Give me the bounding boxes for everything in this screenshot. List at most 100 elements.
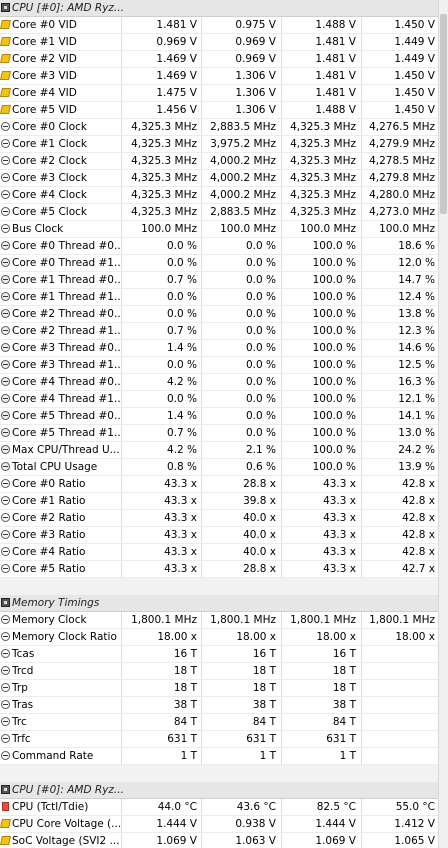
current-value: 43.3 x: [164, 563, 197, 575]
sensor-row[interactable]: Core #5 Ratio 43.3 x 28.8 x 43.3 x 42.7 x: [0, 561, 438, 578]
column-divider: [121, 306, 122, 322]
maximum-value: 43.3 x: [323, 529, 356, 541]
sensor-row[interactable]: Core #1 Thread #1... 0.0 % 0.0 % 100.0 % 12.…: [0, 289, 438, 306]
gauge-icon: [1, 275, 10, 284]
sensor-row[interactable]: Trp 18 T 18 T 18 T: [0, 680, 438, 697]
column-divider: [281, 68, 282, 84]
sensor-row[interactable]: Bus Clock 100.0 MHz 100.0 MHz 100.0 MHz 100.…: [0, 221, 438, 238]
sensor-row[interactable]: Core #4 Thread #1... 0.0 % 0.0 % 100.0 % 12.…: [0, 391, 438, 408]
current-value: 100.0 MHz: [141, 223, 197, 235]
minimum-value: 40.0 x: [243, 529, 276, 541]
sensor-row[interactable]: Trfc 631 T 631 T 631 T: [0, 731, 438, 748]
column-divider: [361, 629, 362, 645]
clock-icon: [1, 700, 10, 709]
sensor-row[interactable]: Core #3 Ratio 43.3 x 40.0 x 43.3 x 42.8 x: [0, 527, 438, 544]
current-value: 4,325.3 MHz: [131, 138, 197, 150]
sensor-row[interactable]: Core #4 Thread #0... 4.2 % 0.0 % 100.0 % 16.…: [0, 374, 438, 391]
column-divider: [281, 255, 282, 271]
sensor-name: Core #1 VID: [12, 36, 77, 48]
sensor-row[interactable]: Core #1 Ratio 43.3 x 39.8 x 43.3 x 42.8 x: [0, 493, 438, 510]
scrollbar-thumb[interactable]: [440, 14, 447, 214]
sensor-row[interactable]: Core #0 Clock 4,325.3 MHz 2,883.5 MHz 4,325…: [0, 119, 438, 136]
vertical-scrollbar[interactable]: [438, 0, 448, 848]
sensor-row[interactable]: Core #3 Clock 4,325.3 MHz 4,000.2 MHz 4,325…: [0, 170, 438, 187]
sensor-row[interactable]: Core #0 VID 1.481 V 0.975 V 1.488 V 1.450 V: [0, 17, 438, 34]
sensor-row[interactable]: Memory Clock 1,800.1 MHz 1,800.1 MHz 1,800.…: [0, 612, 438, 629]
clock-icon: [1, 122, 10, 131]
sensor-row[interactable]: Core #0 Thread #1... 0.0 % 0.0 % 100.0 % 12.…: [0, 255, 438, 272]
sensor-row[interactable]: Core #5 Clock 4,325.3 MHz 2,883.5 MHz 4,325…: [0, 204, 438, 221]
section-header[interactable]: Memory Timings: [0, 595, 438, 612]
clock-icon: [1, 666, 10, 675]
sensor-row[interactable]: Core #2 Ratio 43.3 x 40.0 x 43.3 x 42.8 x: [0, 510, 438, 527]
sensor-row[interactable]: Core #0 Ratio 43.3 x 28.8 x 43.3 x 42.8 x: [0, 476, 438, 493]
sensor-row[interactable]: Core #1 Thread #0... 0.7 % 0.0 % 100.0 % 14.…: [0, 272, 438, 289]
column-divider: [121, 476, 122, 492]
column-divider: [281, 204, 282, 220]
sensor-row[interactable]: Command Rate 1 T 1 T 1 T: [0, 748, 438, 765]
sensor-row[interactable]: Core #3 VID 1.469 V 1.306 V 1.481 V 1.450 V: [0, 68, 438, 85]
sensor-row[interactable]: Core #2 Thread #1... 0.7 % 0.0 % 100.0 % 12.…: [0, 323, 438, 340]
sensor-row[interactable]: SoC Voltage (SVI2 ... 1.069 V 1.063 V 1.069…: [0, 833, 438, 848]
column-divider: [281, 357, 282, 373]
sensor-row[interactable]: Core #3 Thread #0... 1.4 % 0.0 % 100.0 % 14.…: [0, 340, 438, 357]
sensor-row[interactable]: CPU (Tctl/Tdie) 44.0 °C 43.6 °C 82.5 °C 55.0…: [0, 799, 438, 816]
sensor-row[interactable]: Core #1 Clock 4,325.3 MHz 3,975.2 MHz 4,325…: [0, 136, 438, 153]
sensor-row[interactable]: Trc 84 T 84 T 84 T: [0, 714, 438, 731]
sensor-row[interactable]: Core #2 Clock 4,325.3 MHz 4,000.2 MHz 4,325…: [0, 153, 438, 170]
section-header[interactable]: CPU [#0]: AMD Ryz...: [0, 0, 438, 17]
sensor-row[interactable]: Memory Clock Ratio 18.00 x 18.00 x 18.00 x 1…: [0, 629, 438, 646]
sensor-name: Core #3 Ratio: [12, 529, 86, 541]
minimum-value: 18 T: [252, 682, 276, 694]
sensor-row[interactable]: Core #4 Clock 4,325.3 MHz 4,000.2 MHz 4,325…: [0, 187, 438, 204]
column-divider: [361, 459, 362, 475]
sensor-row[interactable]: Core #3 Thread #1... 0.0 % 0.0 % 100.0 % 12.…: [0, 357, 438, 374]
chip-icon: [1, 3, 10, 12]
average-value: 4,278.5 MHz: [369, 155, 435, 167]
sensor-row[interactable]: CPU Core Voltage (... 1.444 V 0.938 V 1.444…: [0, 816, 438, 833]
gauge-icon: [1, 377, 10, 386]
column-divider: [281, 136, 282, 152]
column-divider: [361, 697, 362, 713]
column-divider: [281, 629, 282, 645]
bolt-icon: [0, 105, 11, 114]
sensor-row[interactable]: Core #5 Thread #0... 1.4 % 0.0 % 100.0 % 14.…: [0, 408, 438, 425]
sensor-name: Core #3 Clock: [12, 172, 87, 184]
maximum-value: 1 T: [339, 750, 356, 762]
column-divider: [281, 119, 282, 135]
column-divider: [201, 527, 202, 543]
thermometer-icon: [2, 802, 9, 811]
sensor-row[interactable]: Core #2 Thread #0... 0.0 % 0.0 % 100.0 % 13.…: [0, 306, 438, 323]
sensor-row[interactable]: Tras 38 T 38 T 38 T: [0, 697, 438, 714]
sensor-row[interactable]: Core #0 Thread #0... 0.0 % 0.0 % 100.0 % 18.…: [0, 238, 438, 255]
sensor-row[interactable]: Core #2 VID 1.469 V 0.969 V 1.481 V 1.449 V: [0, 51, 438, 68]
column-divider: [361, 731, 362, 747]
sensor-row[interactable]: Core #5 Thread #1... 0.7 % 0.0 % 100.0 % 13.…: [0, 425, 438, 442]
column-divider: [201, 510, 202, 526]
sensor-row[interactable]: Core #4 Ratio 43.3 x 40.0 x 43.3 x 42.8 x: [0, 544, 438, 561]
current-value: 43.3 x: [164, 512, 197, 524]
sensor-row[interactable]: Trcd 18 T 18 T 18 T: [0, 663, 438, 680]
sensor-name: CPU (Tctl/Tdie): [12, 801, 89, 813]
average-value: [362, 646, 435, 662]
sensor-row[interactable]: Total CPU Usage 0.8 % 0.6 % 100.0 % 13.9 %: [0, 459, 438, 476]
column-divider: [201, 170, 202, 186]
current-value: 0.0 %: [166, 257, 197, 269]
column-divider: [281, 697, 282, 713]
column-divider: [121, 697, 122, 713]
clock-icon: [1, 139, 10, 148]
sensor-row[interactable]: Core #4 VID 1.475 V 1.306 V 1.481 V 1.450 V: [0, 85, 438, 102]
section-title: Memory Timings: [12, 597, 100, 609]
minimum-value: 0.0 %: [245, 291, 276, 303]
gauge-icon: [1, 445, 10, 454]
column-divider: [361, 306, 362, 322]
sensor-row[interactable]: Core #1 VID 0.969 V 0.969 V 1.481 V 1.449 V: [0, 34, 438, 51]
maximum-value: 100.0 %: [312, 291, 356, 303]
sensor-row[interactable]: Core #5 VID 1.456 V 1.306 V 1.488 V 1.450 V: [0, 102, 438, 119]
sensor-row[interactable]: Tcas 16 T 16 T 16 T: [0, 646, 438, 663]
average-value: 14.6 %: [398, 342, 435, 354]
sensor-row[interactable]: Max CPU/Thread U... 4.2 % 2.1 % 100.0 % 24.2…: [0, 442, 438, 459]
section-header[interactable]: CPU [#0]: AMD Ryz...: [0, 782, 438, 799]
minimum-value: 100.0 MHz: [220, 223, 276, 235]
column-divider: [121, 289, 122, 305]
